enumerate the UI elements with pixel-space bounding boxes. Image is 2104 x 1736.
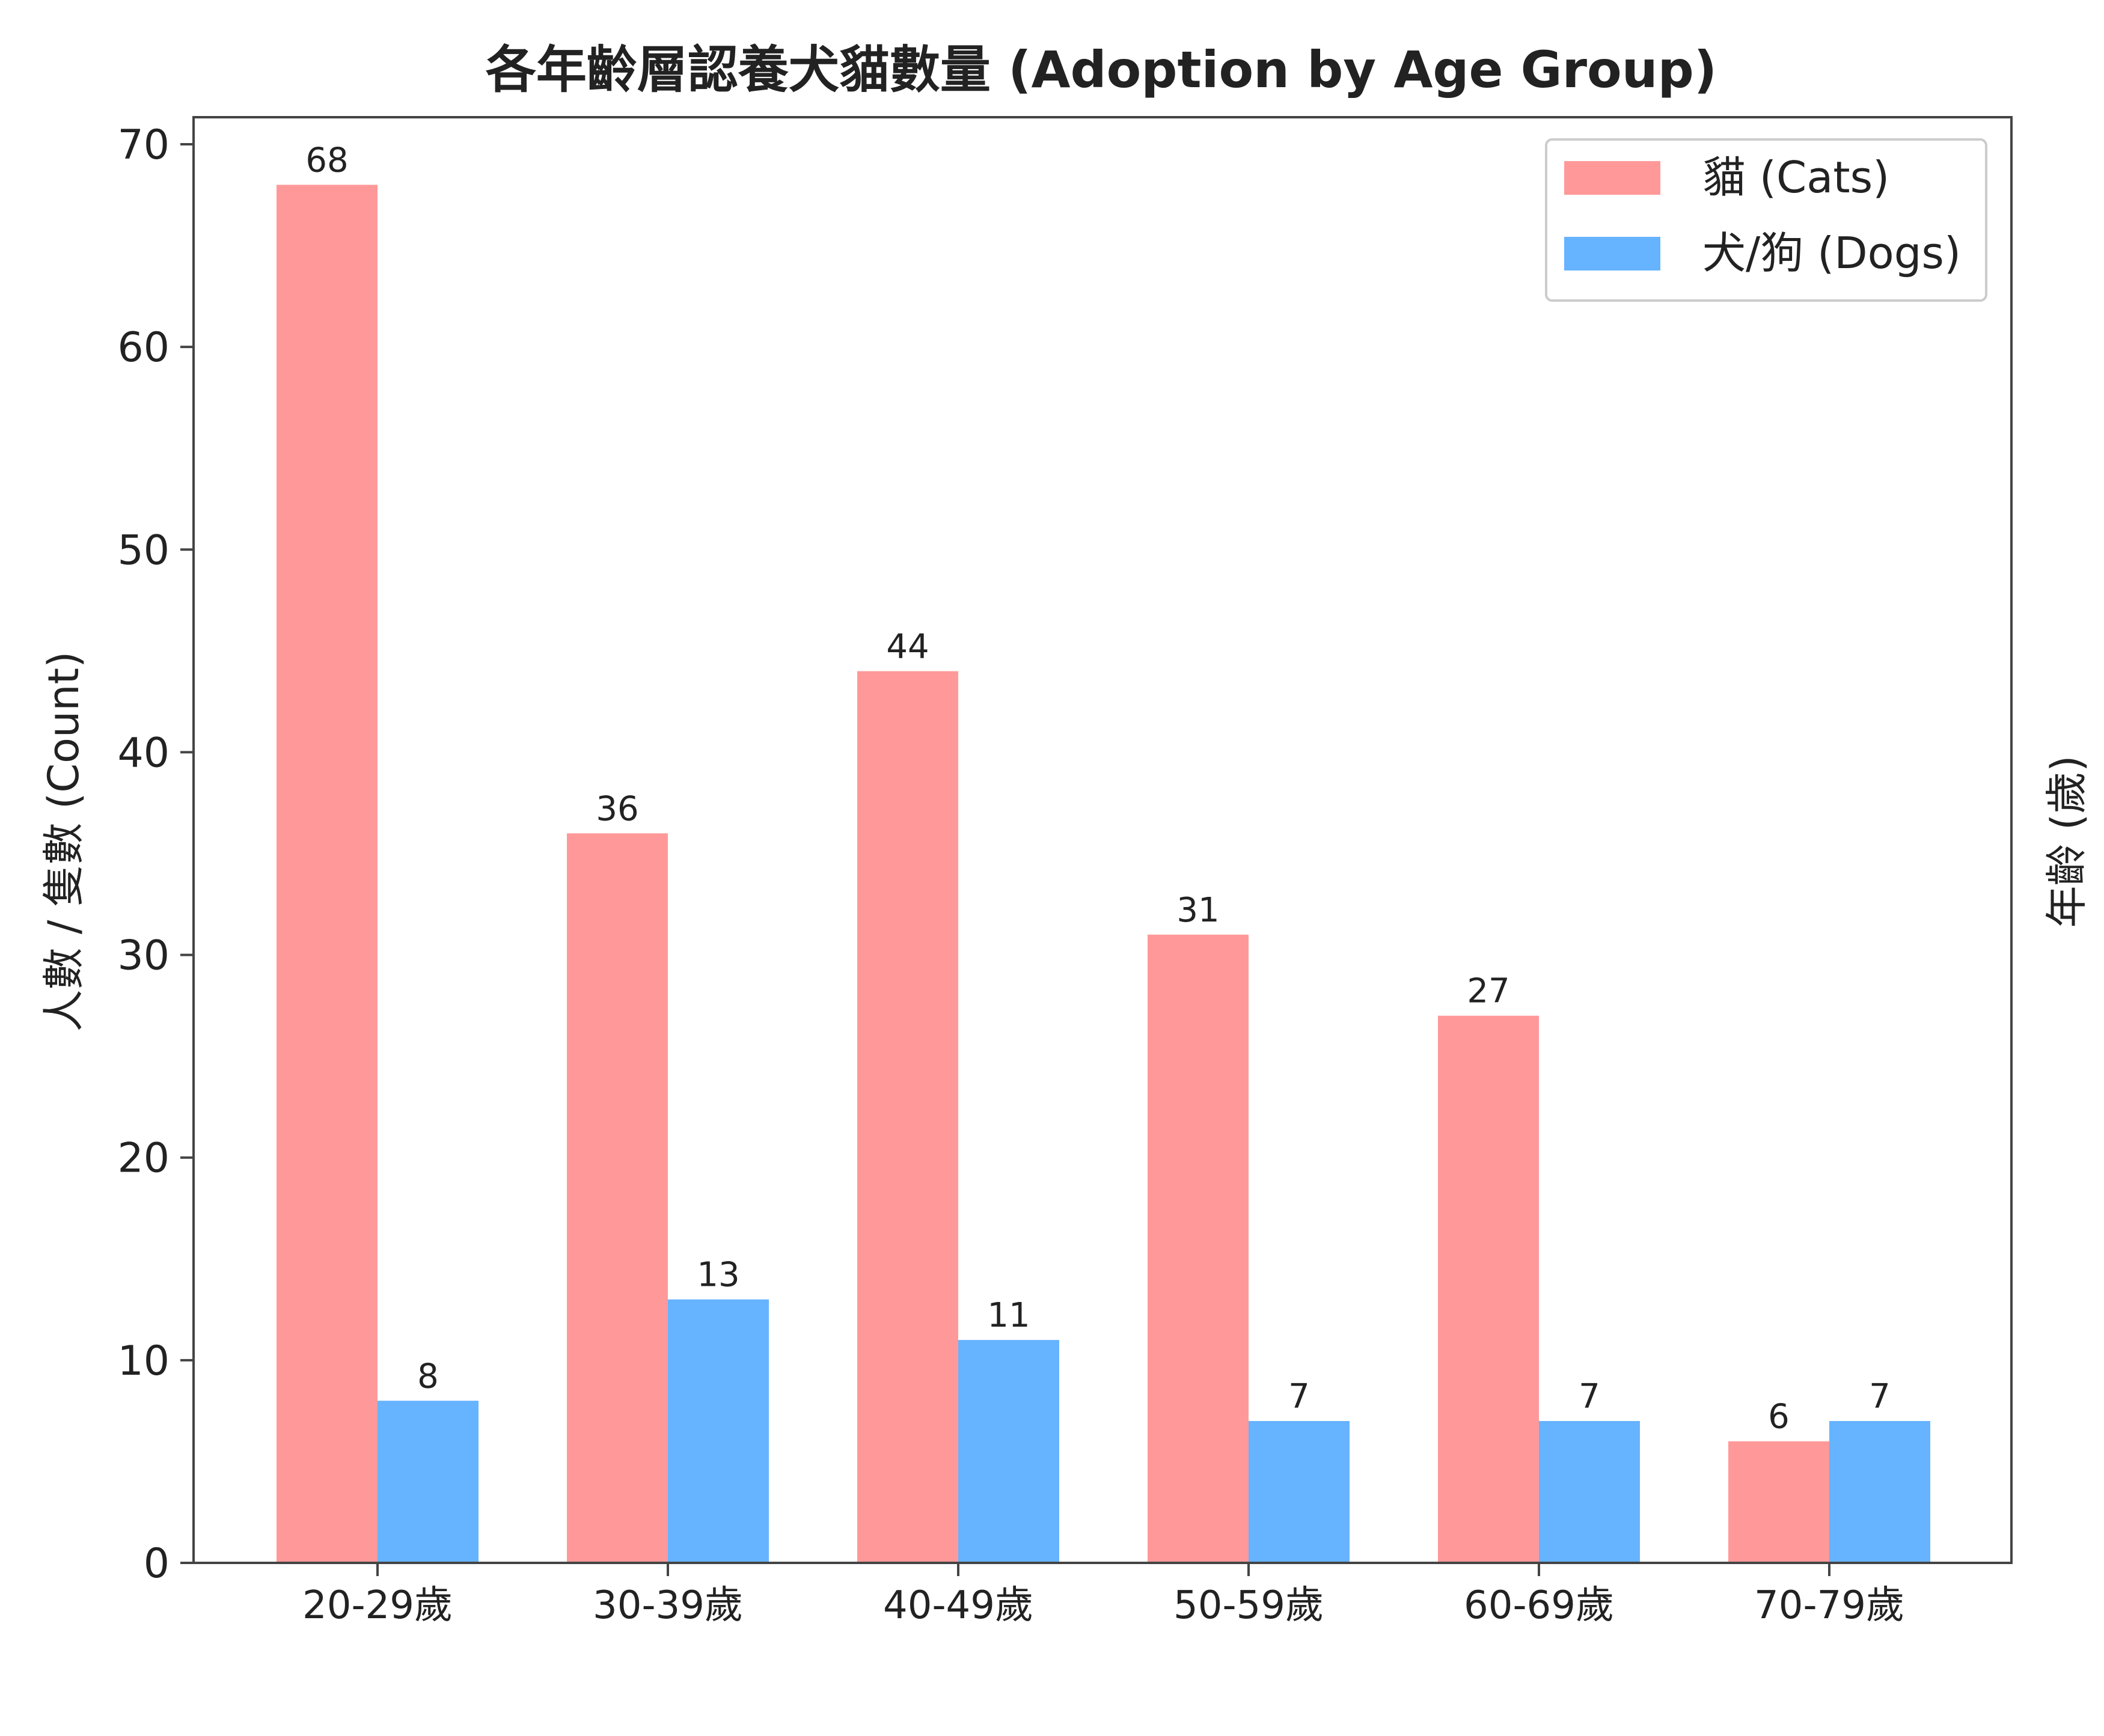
y-tick-label-20: 20 <box>117 1135 170 1182</box>
cats-bar-70-79歲 <box>1728 1441 1829 1563</box>
cats-bar-40-49歲 <box>857 671 958 1563</box>
y-tick-label-30: 30 <box>117 932 170 980</box>
legend: 貓 (Cats) 犬/狗 (Dogs) <box>1545 138 1987 302</box>
dogs-value-label-70-79歲: 7 <box>1869 1377 1891 1416</box>
dogs-bar-50-59歲 <box>1249 1421 1350 1563</box>
x-tick-label-60-69歲: 60-69歲 <box>1464 1583 1614 1628</box>
dogs-bar-20-29歲 <box>378 1401 479 1563</box>
cats-value-label-40-49歲: 44 <box>886 628 929 667</box>
dogs-bar-30-39歲 <box>668 1299 769 1563</box>
x-tick-label-70-79歲: 70-79歲 <box>1754 1583 1904 1628</box>
legend-swatch-dogs <box>1564 237 1660 270</box>
legend-swatch-cats <box>1564 161 1660 195</box>
y-tick-label-10: 10 <box>117 1337 170 1385</box>
x-axis: 20-29歲 30-39歲 40-49歲 50-59歲 60-69歲 70-79歲 <box>302 1563 1904 1628</box>
dogs-bar-40-49歲 <box>958 1340 1059 1563</box>
cats-value-label-20-29歲: 68 <box>305 141 348 180</box>
dogs-value-label-60-69歲: 7 <box>1579 1377 1600 1416</box>
cats-value-label-70-79歲: 6 <box>1768 1398 1790 1437</box>
dogs-value-label-50-59歲: 7 <box>1288 1377 1310 1416</box>
data-labels-layer: 68 8 36 13 44 11 31 7 27 7 6 7 <box>305 141 1890 1436</box>
cats-value-label-60-69歲: 27 <box>1467 972 1509 1011</box>
x-tick-label-50-59歲: 50-59歲 <box>1173 1583 1324 1628</box>
y-tick-label-60: 60 <box>117 324 170 371</box>
y-tick-label-40: 40 <box>117 729 170 777</box>
right-axis-label: 年齡 (歲) <box>2042 756 2091 928</box>
legend-label-dogs: 犬/狗 (Dogs) <box>1702 228 1961 278</box>
dogs-value-label-20-29歲: 8 <box>417 1357 439 1396</box>
y-axis-label: 人數 / 隻數 (Count) <box>39 652 88 1032</box>
dogs-value-label-30-39歲: 13 <box>697 1256 739 1295</box>
y-tick-label-70: 70 <box>117 121 170 169</box>
cats-bar-60-69歲 <box>1438 1015 1539 1563</box>
plot-frame <box>192 116 2013 1564</box>
legend-label-cats: 貓 (Cats) <box>1702 152 1889 203</box>
cats-value-label-50-59歲: 31 <box>1176 891 1219 930</box>
y-tick-label-0: 0 <box>144 1540 170 1588</box>
x-tick-label-20-29歲: 20-29歲 <box>302 1583 453 1628</box>
x-tick-label-30-39歲: 30-39歲 <box>593 1583 743 1628</box>
y-axis: 0 10 20 30 40 50 60 70 <box>117 121 194 1588</box>
cats-bar-20-29歲 <box>277 185 378 1563</box>
x-tick-label-40-49歲: 40-49歲 <box>883 1583 1033 1628</box>
dogs-value-label-40-49歲: 11 <box>987 1296 1030 1335</box>
bars-layer <box>277 185 1930 1563</box>
dogs-bar-70-79歲 <box>1829 1421 1930 1563</box>
cats-bar-30-39歲 <box>567 833 668 1563</box>
y-tick-label-50: 50 <box>117 527 170 574</box>
cats-value-label-30-39歲: 36 <box>596 789 638 828</box>
dogs-bar-60-69歲 <box>1539 1421 1640 1563</box>
cats-bar-50-59歲 <box>1148 934 1249 1563</box>
chart-title: 各年齡層認養犬貓數量 (Adoption by Age Group) <box>486 40 1717 99</box>
